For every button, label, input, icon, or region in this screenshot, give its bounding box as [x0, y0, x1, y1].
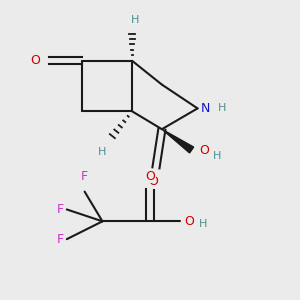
Text: H: H: [218, 103, 226, 113]
Text: H: H: [213, 151, 221, 161]
Text: O: O: [145, 170, 155, 183]
Text: H: H: [131, 15, 139, 25]
Text: F: F: [57, 203, 64, 216]
Text: H: H: [98, 147, 106, 157]
Text: N: N: [200, 102, 210, 115]
Text: H: H: [199, 219, 207, 229]
Text: F: F: [57, 233, 64, 246]
Text: O: O: [30, 54, 40, 67]
Text: F: F: [81, 170, 88, 183]
Text: O: O: [148, 175, 158, 188]
Text: O: O: [199, 143, 209, 157]
Polygon shape: [162, 129, 194, 153]
Text: O: O: [184, 215, 194, 228]
